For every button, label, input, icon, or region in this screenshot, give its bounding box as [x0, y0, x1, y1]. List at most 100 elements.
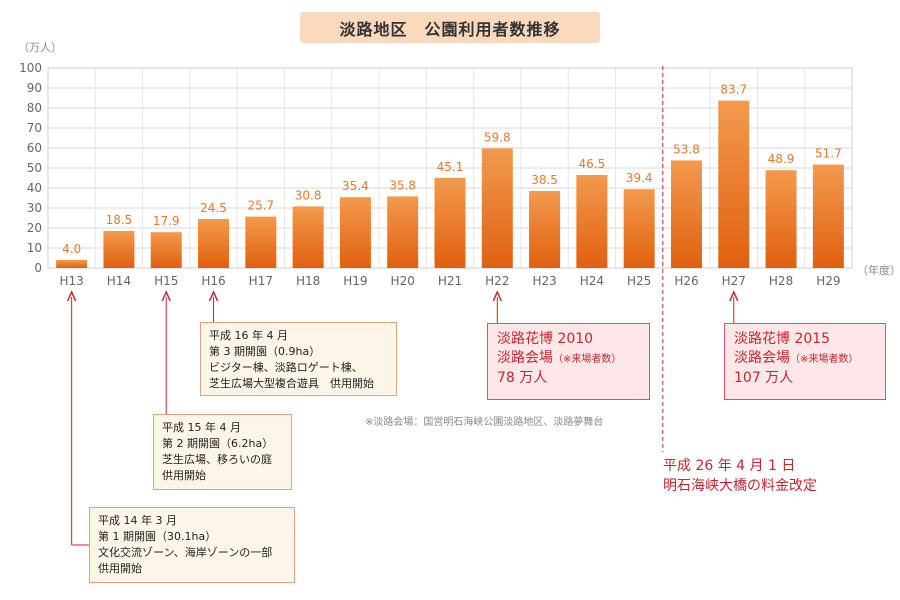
- data-label: 17.9: [153, 214, 180, 228]
- y-tick-label: 40: [27, 181, 42, 195]
- chart-title: 淡路地区 公園利用者数推移: [339, 19, 561, 39]
- data-label: 45.1: [437, 160, 464, 174]
- connector-h15-arrowhead: [161, 290, 171, 302]
- expo-2015-title: 淡路花博 2015: [734, 331, 831, 347]
- x-tick-label: H14: [107, 274, 131, 288]
- y-tick-label: 70: [27, 121, 42, 135]
- bar: [529, 191, 561, 268]
- callout-h14-line: 文化交流ゾーン、海岸ゾーンの一部: [98, 546, 273, 559]
- data-label: 59.8: [484, 130, 511, 144]
- y-tick-label: 0: [34, 261, 42, 275]
- callout-h16-line: 芝生広場大型複合遊具 供用開始: [209, 377, 374, 390]
- connector-h14-arrowhead: [66, 290, 77, 302]
- bar: [623, 189, 655, 268]
- bar: [812, 164, 844, 268]
- bar: [292, 206, 324, 268]
- callout-h15-line: 平成 15 年 4 月: [162, 421, 241, 434]
- connector-h27-arrowhead: [729, 290, 739, 302]
- x-tick-label: H20: [391, 274, 415, 288]
- expo-2015-box: 淡路花博 2015 淡路会場（※来場者数） 107 万人: [724, 323, 886, 400]
- expo-2010-title: 淡路花博 2010: [497, 331, 594, 347]
- callout-h15-line: 供用開始: [162, 469, 206, 482]
- data-label: 35.8: [389, 178, 416, 192]
- bar: [103, 231, 135, 268]
- y-axis-label: （万人）: [18, 41, 62, 54]
- x-tick-label: H26: [674, 274, 698, 288]
- expo-2010-visitors: 78 万人: [497, 370, 548, 386]
- x-tick-label: H19: [343, 274, 367, 288]
- callout-h16-line: 平成 16 年 4 月: [209, 329, 288, 342]
- y-tick-label: 90: [27, 81, 42, 95]
- bar: [198, 219, 230, 268]
- connector-h16-arrowhead: [208, 290, 219, 302]
- price-change-date: 平成 26 年 4 月 1 日: [663, 458, 796, 474]
- bar: [245, 216, 277, 268]
- bar: [339, 197, 371, 268]
- bar: [481, 148, 513, 268]
- data-label: 18.5: [106, 213, 133, 227]
- x-tick-label: H16: [201, 274, 225, 288]
- expo-2010-note: （※来場者数）: [553, 354, 622, 365]
- data-label: 53.8: [673, 142, 700, 156]
- data-label: 51.7: [815, 147, 842, 161]
- callout-h16-line: 第 3 期開園（0.9ha）: [209, 345, 321, 358]
- callout-h15-line: 芝生広場、移ろいの庭: [162, 453, 272, 466]
- expo-2015-note: （※来場者数）: [790, 354, 859, 365]
- data-label: 48.9: [768, 152, 795, 166]
- callout-h16: 平成 16 年 4 月 第 3 期開園（0.9ha） ビジター棟、淡路ロゲート棟…: [200, 322, 397, 396]
- data-label: 39.4: [626, 171, 653, 185]
- data-label: 24.5: [200, 201, 227, 215]
- x-axis-label: （年度）: [857, 263, 900, 277]
- expo-2010-venue-row: 淡路会場（※来場者数）: [497, 349, 640, 369]
- x-tick-label: H29: [816, 274, 840, 288]
- x-tick-label: H27: [722, 274, 746, 288]
- x-tick-label: H18: [296, 274, 320, 288]
- callout-h14-line: 供用開始: [98, 562, 142, 575]
- bar: [150, 232, 182, 268]
- bar: [56, 260, 88, 268]
- x-tick-label: H17: [249, 274, 273, 288]
- x-tick-label: H21: [438, 274, 462, 288]
- expo-2015-visitors: 107 万人: [734, 370, 794, 386]
- bar: [387, 196, 419, 268]
- data-label: 30.8: [295, 188, 322, 202]
- y-tick-label: 20: [27, 221, 42, 235]
- callout-h14: 平成 14 年 3 月 第 1 期開園（30.1ha） 文化交流ゾーン、海岸ゾー…: [89, 507, 295, 583]
- y-tick-label: 80: [27, 101, 42, 115]
- callout-h14-line: 平成 14 年 3 月: [98, 514, 177, 527]
- callout-h15: 平成 15 年 4 月 第 2 期開園（6.2ha） 芝生広場、移ろいの庭 供用…: [153, 414, 292, 490]
- x-tick-label: H15: [154, 274, 178, 288]
- expo-2015-venue: 淡路会場: [734, 350, 790, 366]
- expo-2010-box: 淡路花博 2010 淡路会場（※来場者数） 78 万人: [487, 323, 650, 400]
- data-label: 83.7: [720, 83, 747, 97]
- bar: [434, 177, 466, 268]
- bar: [765, 170, 797, 268]
- data-label: 4.0: [62, 242, 81, 256]
- x-tick-label: H13: [59, 274, 83, 288]
- data-label: 25.7: [247, 199, 274, 213]
- data-label: 46.5: [579, 157, 606, 171]
- bar: [718, 100, 750, 268]
- callout-h16-line: ビジター棟、淡路ロゲート棟、: [209, 361, 363, 374]
- data-label: 38.5: [531, 173, 558, 187]
- x-tick-label: H28: [769, 274, 793, 288]
- y-tick-label: 50: [27, 161, 42, 175]
- y-tick-label: 30: [27, 201, 42, 215]
- price-change-note: 平成 26 年 4 月 1 日 明石海峡大橋の料金改定: [663, 456, 817, 496]
- data-label: 35.4: [342, 179, 369, 193]
- callout-h15-line: 第 2 期開園（6.2ha）: [162, 437, 274, 450]
- x-tick-label: H24: [580, 274, 604, 288]
- bar: [576, 175, 608, 268]
- x-tick-label: H23: [532, 274, 556, 288]
- connector-h22-arrowhead: [492, 290, 502, 302]
- x-tick-label: H25: [627, 274, 651, 288]
- expo-2015-venue-row: 淡路会場（※来場者数）: [734, 349, 876, 369]
- venue-footnote: ※淡路会場：国営明石海峡公園淡路地区、淡路夢舞台: [365, 417, 604, 428]
- y-tick-label: 60: [27, 141, 42, 155]
- y-tick-label: 10: [27, 241, 42, 255]
- price-change-text: 明石海峡大橋の料金改定: [663, 478, 817, 494]
- expo-2010-venue: 淡路会場: [497, 350, 553, 366]
- callout-h14-line: 第 1 期開園（30.1ha）: [98, 530, 217, 543]
- chart-title-box: 淡路地区 公園利用者数推移: [300, 12, 600, 43]
